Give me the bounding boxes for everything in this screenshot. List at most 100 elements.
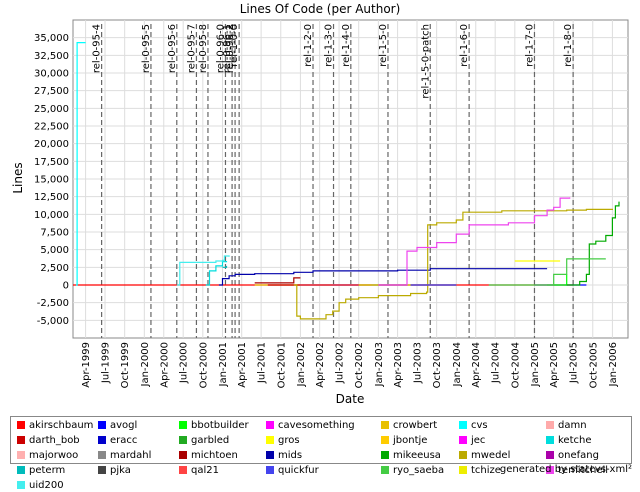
legend-item: akirschbaum (17, 420, 93, 432)
release-marker-label: rel-0-95-8 (198, 24, 209, 73)
legend-item: qal21 (179, 465, 219, 477)
legend-item: damn (546, 420, 587, 432)
legend-label: uid200 (29, 480, 64, 491)
legend-label: onefang (558, 450, 599, 461)
legend-label: mids (278, 450, 303, 461)
series-line-temitchell (378, 197, 571, 286)
release-marker-label: rel-0-96-1 (222, 24, 233, 73)
legend-label: eracc (110, 435, 138, 446)
x-tick-label: Jul-1999 (101, 342, 112, 384)
legend-item: eracc (98, 435, 137, 447)
x-tick-label: Apr-2000 (159, 342, 170, 388)
release-marker-label: rel-1-5-0-patch (420, 24, 431, 99)
legend-label: peterm (29, 465, 66, 476)
legend-item: tchize (459, 465, 501, 477)
legend-item: temitchell (546, 465, 608, 477)
legend-label: mikeeusa (393, 450, 441, 461)
legend-label: garbled (191, 435, 230, 446)
legend-swatch (179, 436, 187, 444)
legend-swatch (546, 466, 554, 474)
legend-label: mwedel (471, 450, 511, 461)
legend-swatch (17, 451, 25, 459)
y-tick-label: 30,000 (34, 69, 69, 80)
legend-label: mardahl (110, 450, 152, 461)
y-tick-label: 17,500 (34, 157, 69, 168)
legend-swatch (381, 451, 389, 459)
release-marker-label: rel-0-96-2 (225, 24, 236, 73)
legend-item: jbontje (381, 435, 427, 447)
legend-item: avogl (98, 420, 137, 432)
y-tick-label: 10,000 (34, 210, 69, 221)
legend-item: gros (266, 435, 300, 447)
x-tick-label: Jul-2002 (335, 342, 346, 384)
legend-item: garbled (179, 435, 229, 447)
legend-swatch (459, 421, 467, 429)
legend-swatch (381, 436, 389, 444)
x-tick-label: Jan-2000 (140, 342, 151, 387)
x-tick-label: Jul-2004 (491, 342, 502, 384)
x-tick-label: Jul-2005 (569, 342, 580, 384)
legend-item: ryo_saeba (381, 465, 444, 477)
chart-title: Lines Of Code (per Author) (240, 2, 401, 16)
legend: akirschbaum avogl bbotbuilder cavesomething… (10, 416, 632, 491)
legend-swatch (17, 481, 25, 489)
release-marker-label: rel-1-2-0 (303, 24, 314, 67)
release-marker-label: rel-1-7-0 (524, 24, 535, 67)
legend-item: onefang (546, 450, 599, 462)
legend-item: crowbert (381, 420, 437, 432)
y-tick-label: -2,500 (37, 298, 69, 309)
x-tick-label: Jul-2001 (257, 342, 268, 384)
x-tick-label: Jan-2004 (452, 342, 463, 387)
legend-swatch (266, 421, 274, 429)
legend-swatch (381, 466, 389, 474)
legend-swatch (179, 451, 187, 459)
y-tick-label: 35,000 (34, 33, 69, 44)
footer-credit: generated by statcvs-xml² (499, 464, 632, 475)
legend-swatch (266, 436, 274, 444)
y-axis-label: Lines (11, 162, 25, 193)
legend-swatch (17, 436, 25, 444)
series-line-uid200 (176, 255, 230, 286)
release-marker-label: rel-1-4-0 (341, 24, 352, 67)
release-marker-label: rel-0-95-4 (92, 24, 103, 73)
legend-label: temitchell (558, 465, 609, 476)
x-tick-label: Jan-2005 (530, 342, 541, 387)
legend-label: gros (278, 435, 300, 446)
legend-label: jbontje (393, 435, 428, 446)
legend-swatch (381, 421, 389, 429)
legend-label: quickfur (278, 465, 319, 476)
legend-label: cvs (471, 420, 488, 431)
legend-item: mikeeusa (381, 450, 441, 462)
y-tick-label: 22,500 (34, 122, 69, 133)
legend-swatch (266, 451, 274, 459)
legend-item: mardahl (98, 450, 151, 462)
x-tick-labels: Apr-1999 Jul-1999 Oct-1999 Jan-2000 Apr-2000… (81, 342, 619, 388)
legend-item: mids (266, 450, 302, 462)
x-tick-label: Apr-2003 (393, 342, 404, 388)
legend-swatch (179, 466, 187, 474)
x-tick-label: Jan-2001 (218, 342, 229, 387)
series-line-mids (218, 268, 548, 286)
release-markers: rel-0-95-4 rel-0-95-5 rel-0-95-6 rel-0-95-7… (92, 24, 574, 338)
x-tick-label: Apr-2004 (471, 342, 482, 388)
legend-item: jec (459, 435, 485, 447)
legend-swatch (98, 466, 106, 474)
legend-label: tchize (471, 465, 501, 476)
release-marker-label: rel-0-95-7 (186, 24, 197, 73)
x-tick-label: Jul-2003 (413, 342, 424, 384)
x-tick-label: Oct-1999 (120, 342, 131, 388)
x-tick-label: Oct-2004 (510, 342, 521, 388)
y-tick-label: 0 (63, 281, 69, 292)
legend-swatch (459, 451, 467, 459)
legend-item: bbotbuilder (179, 420, 249, 432)
series-line-mwedel (293, 208, 613, 320)
y-tick-label: 15,000 (34, 175, 69, 186)
legend-label: damn (558, 420, 587, 431)
legend-label: darth_bob (29, 435, 80, 446)
legend-label: jec (471, 435, 486, 446)
legend-item: peterm (17, 465, 65, 477)
y-tick-label: 7,500 (40, 228, 69, 239)
series-line-peterm (222, 265, 228, 268)
legend-item: quickfur (266, 465, 319, 477)
x-tick-label: Oct-2003 (432, 342, 443, 388)
